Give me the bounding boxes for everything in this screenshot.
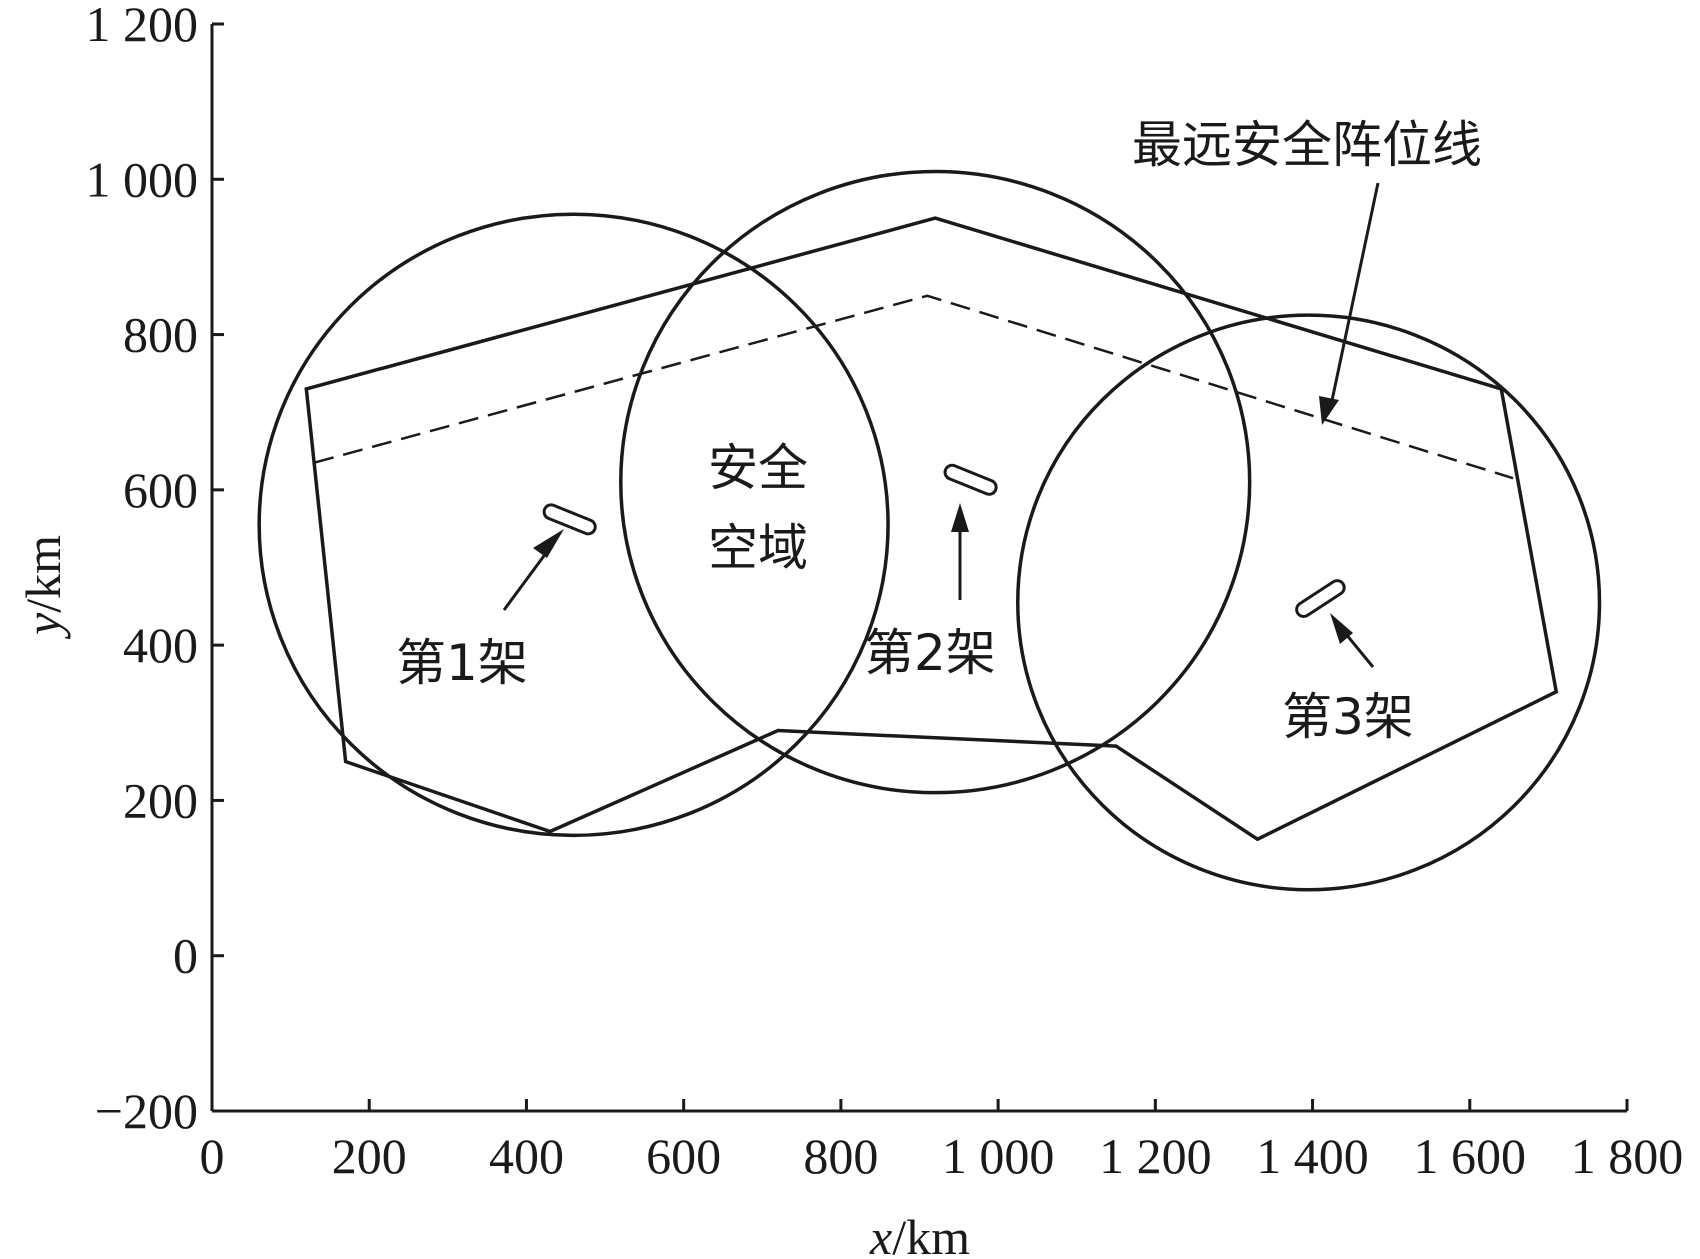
axes <box>210 24 1627 1113</box>
x-tick-label: 800 <box>803 1128 878 1184</box>
coverage-circle-3 <box>1016 313 1602 892</box>
y-tick-label: 200 <box>123 772 198 828</box>
plot-area <box>257 169 1602 892</box>
aircraft-1-label: 第1架 <box>396 634 528 692</box>
x-tick-label: 400 <box>489 1128 564 1184</box>
farthest-line-arrow-shaft <box>1328 182 1380 411</box>
aircraft-2-label: 第2架 <box>864 624 996 682</box>
y-tick-label: 600 <box>123 462 198 518</box>
x-axis-label: x/km <box>869 1209 970 1259</box>
annotations: 最远安全阵位线 安全 空域 第1架 第2架 第3架 y/km x/km <box>15 116 1482 1259</box>
x-tick-label: 0 <box>200 1128 225 1184</box>
farthest-safe-line <box>313 294 1514 480</box>
y-tick-label: −200 <box>95 1083 198 1139</box>
y-tick-label: 800 <box>123 307 198 363</box>
coverage-circle-2 <box>619 169 1252 795</box>
x-tick-label: 200 <box>332 1128 407 1184</box>
y-tick-label: 0 <box>173 928 198 984</box>
aircraft-3-arrow-head <box>1330 613 1353 644</box>
y-axis-label: y/km <box>15 535 71 640</box>
y-tick-label: 1 200 <box>86 0 199 52</box>
ticks <box>210 22 1629 1113</box>
y-tick-label: 400 <box>123 617 198 673</box>
aircraft-markers <box>542 463 1346 618</box>
aircraft-3-label: 第3架 <box>1282 688 1414 746</box>
tick-labels: 0 200 400 600 800 1 000 1 200 1 400 1 600 1 800 −2… <box>86 0 1684 1184</box>
aircraft-1-marker <box>542 503 597 536</box>
x-tick-label: 1 000 <box>942 1128 1055 1184</box>
x-tick-label: 1 400 <box>1256 1128 1369 1184</box>
safe-zone-polygon <box>304 216 1559 842</box>
aircraft-2-marker <box>943 463 998 496</box>
x-tick-label: 1 600 <box>1414 1128 1527 1184</box>
coverage-circles <box>257 169 1602 892</box>
x-tick-label: 1 800 <box>1571 1128 1684 1184</box>
farthest-line-label: 最远安全阵位线 <box>1132 116 1482 174</box>
aircraft-1-arrow-head <box>533 529 564 558</box>
aircraft-2-arrow-head <box>951 503 969 532</box>
coverage-circle-1 <box>257 212 890 838</box>
safe-zone-label-line2: 空域 <box>708 519 808 577</box>
aircraft-3-marker <box>1295 579 1346 618</box>
x-tick-label: 1 200 <box>1099 1128 1212 1184</box>
safe-zone-label-line1: 安全 <box>708 439 808 497</box>
x-tick-label: 600 <box>646 1128 721 1184</box>
farthest-line-arrow-head <box>1319 396 1339 425</box>
y-tick-label: 1 000 <box>86 151 199 207</box>
